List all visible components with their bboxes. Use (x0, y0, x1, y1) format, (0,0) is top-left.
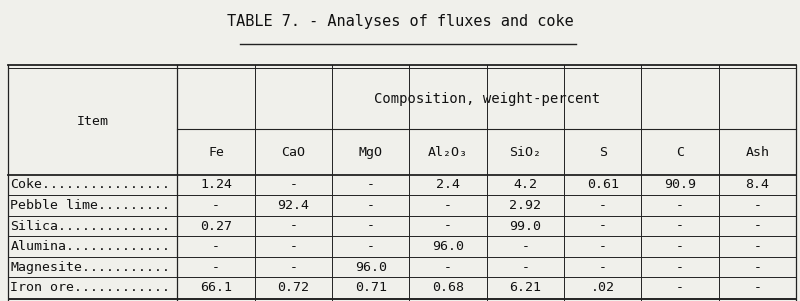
Text: 8.4: 8.4 (746, 178, 770, 191)
Text: Item: Item (77, 115, 109, 129)
Text: TABLE 7. - Analyses of fluxes and coke: TABLE 7. - Analyses of fluxes and coke (226, 14, 574, 29)
Text: -: - (212, 199, 220, 212)
Text: -: - (598, 219, 606, 232)
Text: Coke................: Coke................ (10, 178, 170, 191)
Text: -: - (290, 261, 298, 274)
Text: -: - (754, 261, 762, 274)
Text: -: - (676, 199, 684, 212)
Text: -: - (366, 178, 374, 191)
Text: -: - (212, 240, 220, 253)
Text: 66.1: 66.1 (200, 281, 232, 294)
Text: -: - (676, 281, 684, 294)
Text: -: - (754, 240, 762, 253)
Text: CaO: CaO (282, 145, 306, 159)
Text: Composition, weight-percent: Composition, weight-percent (374, 92, 600, 106)
Text: 0.68: 0.68 (432, 281, 464, 294)
Text: 2.92: 2.92 (510, 199, 542, 212)
Text: -: - (676, 261, 684, 274)
Text: 90.9: 90.9 (664, 178, 696, 191)
Text: 0.72: 0.72 (278, 281, 310, 294)
Text: -: - (676, 240, 684, 253)
Text: 0.61: 0.61 (586, 178, 618, 191)
Text: Magnesite...........: Magnesite........... (10, 261, 170, 274)
Text: -: - (444, 199, 452, 212)
Text: S: S (598, 145, 606, 159)
Text: -: - (676, 219, 684, 232)
Text: 0.71: 0.71 (354, 281, 386, 294)
Text: MgO: MgO (358, 145, 382, 159)
Text: 1.24: 1.24 (200, 178, 232, 191)
Text: Silica..............: Silica.............. (10, 219, 170, 232)
Text: 92.4: 92.4 (278, 199, 310, 212)
Text: Alumina.............: Alumina............. (10, 240, 170, 253)
Text: -: - (366, 240, 374, 253)
Text: -: - (598, 199, 606, 212)
Text: 6.21: 6.21 (510, 281, 542, 294)
Text: .02: .02 (590, 281, 614, 294)
Text: Iron ore............: Iron ore............ (10, 281, 170, 294)
Text: Fe: Fe (208, 145, 224, 159)
Text: -: - (598, 261, 606, 274)
Text: -: - (366, 219, 374, 232)
Text: -: - (754, 281, 762, 294)
Text: -: - (444, 219, 452, 232)
Text: 96.0: 96.0 (432, 240, 464, 253)
Text: -: - (290, 219, 298, 232)
Text: -: - (290, 240, 298, 253)
Text: -: - (522, 240, 530, 253)
Text: 4.2: 4.2 (514, 178, 538, 191)
Text: -: - (522, 261, 530, 274)
Text: -: - (212, 261, 220, 274)
Text: -: - (366, 199, 374, 212)
Text: -: - (444, 261, 452, 274)
Text: 99.0: 99.0 (510, 219, 542, 232)
Text: -: - (598, 240, 606, 253)
Text: -: - (754, 219, 762, 232)
Text: 2.4: 2.4 (436, 178, 460, 191)
Text: Al₂O₃: Al₂O₃ (428, 145, 468, 159)
Text: -: - (290, 178, 298, 191)
Text: Pebble lime.........: Pebble lime......... (10, 199, 170, 212)
Text: Ash: Ash (746, 145, 770, 159)
Text: C: C (676, 145, 684, 159)
Text: 0.27: 0.27 (200, 219, 232, 232)
Text: 96.0: 96.0 (354, 261, 386, 274)
Text: SiO₂: SiO₂ (510, 145, 542, 159)
Text: -: - (754, 199, 762, 212)
